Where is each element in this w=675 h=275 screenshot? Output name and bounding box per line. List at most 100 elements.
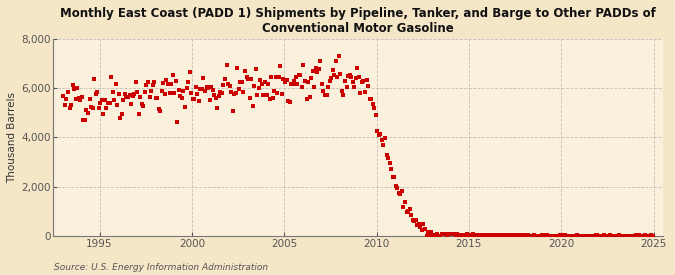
Point: [377, 138, 387, 142]
Point: [169, 90, 180, 95]
Point: [637, 233, 647, 238]
Point: [104, 100, 115, 105]
Point: [560, 233, 570, 238]
Point: [269, 89, 279, 93]
Point: [406, 213, 416, 217]
Point: [469, 232, 480, 237]
Point: [475, 232, 486, 237]
Point: [580, 233, 591, 238]
Point: [123, 95, 134, 99]
Point: [455, 233, 466, 237]
Point: [585, 234, 595, 238]
Point: [418, 222, 429, 227]
Point: [64, 105, 75, 110]
Point: [337, 89, 348, 93]
Point: [223, 81, 234, 86]
Point: [464, 233, 475, 237]
Point: [450, 232, 461, 237]
Point: [617, 233, 628, 238]
Point: [86, 105, 97, 109]
Point: [500, 233, 510, 238]
Point: [344, 73, 355, 77]
Point: [92, 90, 103, 94]
Point: [614, 233, 624, 237]
Point: [527, 233, 538, 238]
Point: [429, 233, 439, 238]
Point: [121, 95, 132, 100]
Point: [386, 167, 397, 171]
Point: [281, 78, 292, 82]
Point: [326, 76, 337, 80]
Point: [304, 95, 315, 99]
Point: [574, 234, 585, 238]
Point: [470, 233, 481, 237]
Point: [612, 233, 623, 238]
Point: [624, 234, 635, 238]
Point: [400, 200, 410, 204]
Point: [130, 80, 141, 84]
Point: [206, 85, 217, 89]
Point: [271, 75, 281, 79]
Point: [115, 116, 126, 120]
Point: [253, 86, 264, 90]
Point: [275, 64, 286, 68]
Point: [524, 233, 535, 238]
Point: [89, 77, 100, 81]
Point: [263, 82, 273, 86]
Point: [300, 79, 310, 84]
Point: [371, 112, 381, 117]
Point: [467, 232, 478, 237]
Point: [330, 59, 341, 63]
Point: [452, 232, 463, 236]
Point: [327, 68, 338, 72]
Point: [572, 233, 583, 238]
Point: [76, 95, 87, 99]
Point: [301, 97, 312, 101]
Point: [236, 80, 247, 84]
Point: [82, 111, 93, 116]
Point: [392, 186, 403, 191]
Point: [183, 79, 194, 84]
Point: [492, 233, 503, 237]
Point: [80, 118, 90, 123]
Point: [200, 89, 211, 94]
Point: [153, 107, 164, 111]
Point: [546, 233, 557, 238]
Point: [463, 232, 474, 237]
Point: [343, 74, 354, 78]
Point: [432, 232, 443, 236]
Point: [356, 80, 367, 84]
Point: [107, 89, 118, 94]
Point: [333, 54, 344, 58]
Point: [132, 90, 142, 94]
Point: [433, 234, 444, 238]
Point: [341, 85, 352, 89]
Point: [272, 91, 283, 95]
Point: [538, 233, 549, 238]
Point: [307, 69, 318, 73]
Point: [387, 174, 398, 179]
Point: [338, 93, 349, 97]
Point: [58, 94, 69, 98]
Point: [502, 233, 512, 238]
Point: [135, 95, 146, 99]
Point: [136, 102, 147, 107]
Point: [458, 232, 469, 237]
Point: [283, 99, 294, 103]
Point: [446, 232, 456, 236]
Point: [302, 80, 313, 85]
Point: [543, 234, 554, 238]
Point: [140, 90, 151, 94]
Point: [225, 90, 236, 94]
Point: [170, 78, 181, 83]
Point: [186, 91, 196, 95]
Point: [378, 143, 389, 147]
Point: [431, 232, 441, 237]
Point: [151, 96, 161, 100]
Point: [195, 86, 206, 91]
Point: [194, 99, 205, 103]
Point: [427, 234, 438, 238]
Point: [201, 85, 212, 89]
Point: [180, 105, 190, 109]
Point: [354, 75, 364, 79]
